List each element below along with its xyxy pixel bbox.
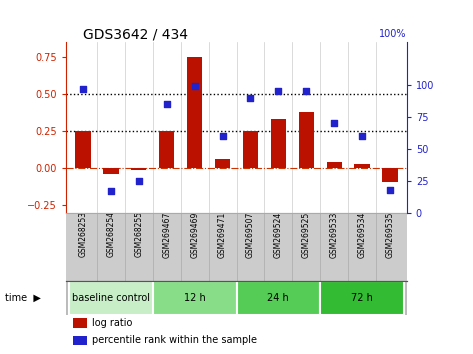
Bar: [354, 164, 370, 168]
Point: [386, 187, 394, 193]
Point: [359, 133, 366, 139]
Bar: [103, 168, 119, 174]
Bar: [69, 281, 153, 315]
Text: baseline control: baseline control: [72, 293, 150, 303]
Bar: [73, 336, 87, 345]
Point: [303, 88, 310, 94]
Bar: [382, 168, 398, 182]
Point: [247, 95, 254, 100]
Text: 72 h: 72 h: [351, 293, 373, 303]
Point: [331, 120, 338, 126]
Bar: [271, 119, 286, 168]
Point: [79, 86, 87, 91]
Point: [107, 188, 114, 194]
Point: [275, 88, 282, 94]
Text: percentile rank within the sample: percentile rank within the sample: [92, 336, 257, 346]
Text: 24 h: 24 h: [268, 293, 289, 303]
Text: 100%: 100%: [379, 29, 407, 39]
Bar: [320, 281, 404, 315]
Point: [163, 101, 170, 107]
Bar: [153, 281, 236, 315]
Bar: [326, 162, 342, 168]
Point: [219, 133, 226, 139]
Bar: [131, 168, 147, 170]
Bar: [243, 131, 258, 168]
Bar: [236, 281, 320, 315]
Text: time  ▶: time ▶: [5, 293, 41, 303]
Text: log ratio: log ratio: [92, 318, 132, 328]
Bar: [187, 57, 202, 168]
Bar: [73, 318, 87, 328]
Text: 12 h: 12 h: [184, 293, 205, 303]
Bar: [159, 131, 175, 168]
Bar: [298, 112, 314, 168]
Text: GDS3642 / 434: GDS3642 / 434: [83, 27, 188, 41]
Point: [135, 178, 142, 183]
Bar: [75, 131, 91, 168]
Point: [191, 83, 198, 89]
Bar: [215, 159, 230, 168]
